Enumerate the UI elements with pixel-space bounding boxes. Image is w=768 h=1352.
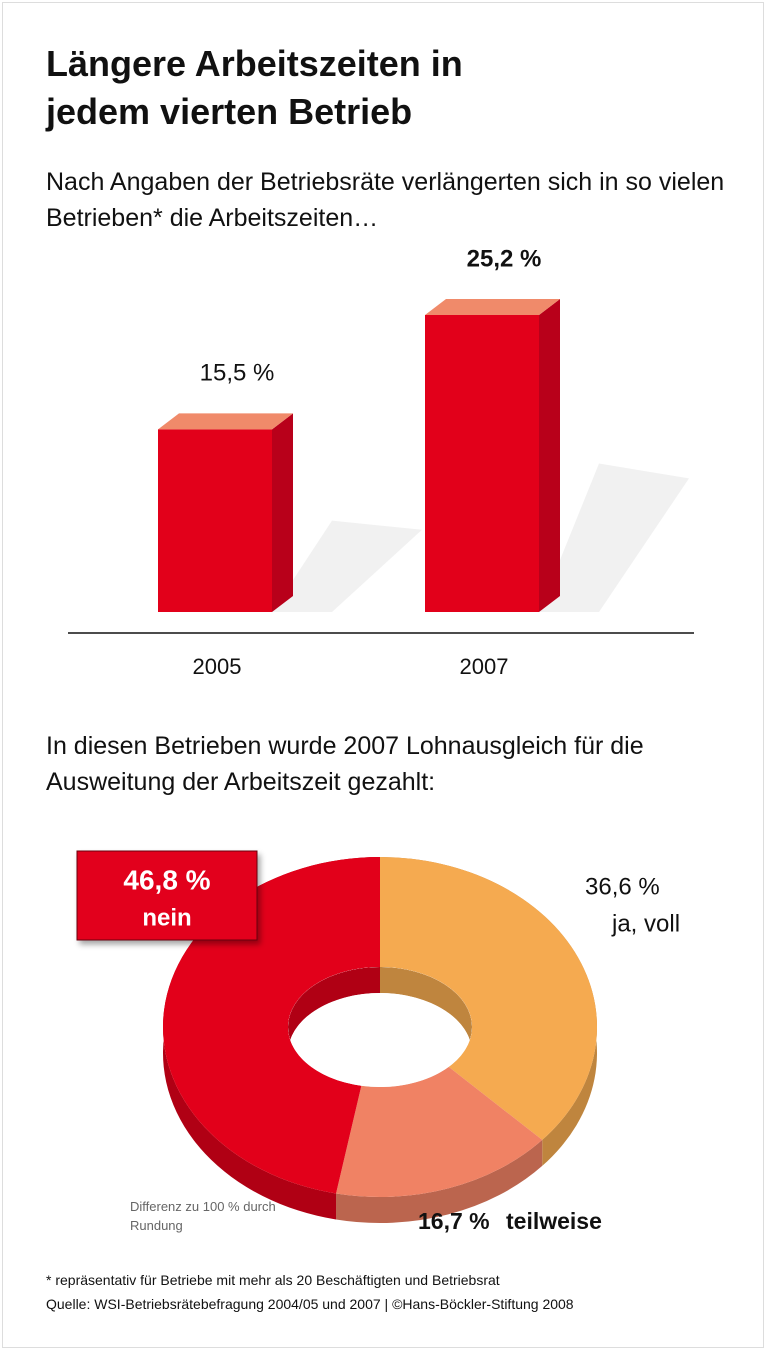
value-label: 25,2 % — [467, 245, 542, 272]
note: Differenz zu 100 % durch Rundung — [130, 1199, 276, 1233]
bar — [425, 315, 539, 612]
slice — [380, 857, 597, 1140]
bar — [158, 429, 272, 612]
value-label: 46,8 % — [123, 864, 210, 895]
bar-shadow — [539, 463, 689, 612]
x-tick-label: 2005 — [193, 654, 242, 679]
slice-inner-side — [380, 967, 472, 1087]
chart-subtitle: In diesen Betrieben wurde 2007 Lohnausgl… — [46, 732, 644, 796]
bar-top — [158, 413, 293, 430]
category-label: teilweise — [506, 1208, 602, 1234]
x-tick-label: 2007 — [460, 654, 509, 679]
footnote: * repräsentativ für Betriebe mit mehr al… — [46, 1272, 500, 1288]
value-label: 15,5 % — [200, 360, 275, 387]
category-label: ja, voll — [611, 910, 680, 937]
bar-top — [425, 299, 560, 315]
category-label: nein — [142, 904, 191, 931]
bar-shadow — [272, 520, 422, 612]
bar-side — [539, 299, 560, 612]
value-label: 16,7 % — [418, 1208, 490, 1234]
slice — [163, 857, 380, 1194]
chart-subtitle: Nach Angaben der Betriebsräte verlängert… — [46, 168, 725, 232]
source: Quelle: WSI-Betriebsrätebefragung 2004/0… — [46, 1296, 574, 1312]
label-box — [76, 850, 258, 941]
value-label: 36,6 % — [585, 873, 660, 900]
slice-side — [336, 1139, 543, 1223]
bar-side — [272, 413, 293, 612]
slice — [336, 1066, 543, 1197]
page-title: Längere Arbeitszeiten in jedem vierten B… — [46, 43, 463, 132]
